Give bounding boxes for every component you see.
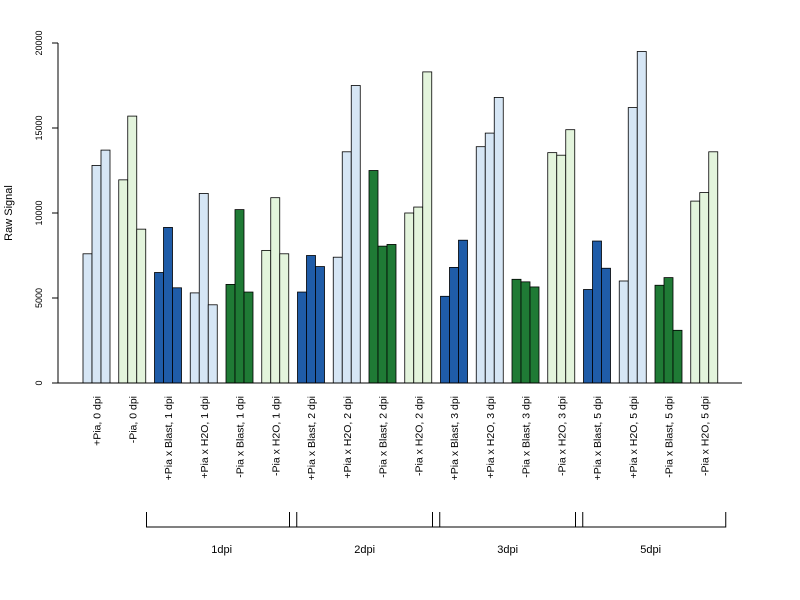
group-label: 2dpi [354,544,375,556]
bar [475,146,486,384]
x-category-label: -Pia x Blast, 1 dpi [235,396,247,478]
bar [127,115,138,384]
y-axis-title: Raw Signal [3,185,15,241]
bar [234,209,245,384]
bar [243,291,254,384]
bar [511,278,522,384]
y-tick-label: 15000 [34,115,44,140]
y-tick-label: 5000 [34,288,44,308]
bar [404,212,415,384]
bar [341,151,352,384]
bar [189,292,200,384]
bar [207,304,218,384]
x-category-label: -Pia x H2O, 3 dpi [556,396,568,476]
bar [672,329,683,384]
bar [225,283,236,384]
bar [386,244,397,384]
x-category-label: -Pia x Blast, 3 dpi [521,396,533,478]
bar [422,71,433,384]
y-axis: 0 5000 10000 15000 20000 [34,30,59,386]
bar [583,289,593,384]
bar [565,129,576,384]
bar [270,197,281,384]
group-bracket [146,512,298,528]
group-bracket [575,512,727,528]
bar [100,149,111,384]
bar [82,253,93,384]
group-bracket [289,512,441,528]
x-category-label: -Pia, 0 dpi [127,396,139,443]
bar [279,253,290,384]
bar [297,291,307,384]
bar [449,266,459,384]
x-category-label: -Pia x Blast, 2 dpi [378,396,390,478]
bar [377,245,388,384]
x-category-label: -Pia x H2O, 2 dpi [413,396,425,476]
bar [368,170,379,384]
bar [458,239,468,384]
bar [547,152,558,384]
bar [484,132,495,384]
bar [690,200,701,384]
bar [520,281,531,384]
bar [493,97,504,384]
group-brackets: 1dpi 2dpi 3dpi 5dpi [146,512,727,556]
bar [198,193,209,384]
y-tick-label: 10000 [34,200,44,225]
bar [136,228,147,384]
bar [118,179,129,384]
x-category-label: -Pia x H2O, 1 dpi [270,396,282,476]
x-category-label: +Pia x Blast, 2 dpi [306,396,318,480]
bar [91,164,102,384]
bar [654,284,665,384]
bar [315,266,325,384]
bar [413,206,424,384]
y-tick-label: 20000 [34,30,44,55]
bar [306,255,316,384]
group-label: 3dpi [497,544,518,556]
group-label: 5dpi [640,544,661,556]
bar [708,151,719,384]
x-category-label: -Pia x Blast, 5 dpi [664,396,676,478]
x-category-label: +Pia x H2O, 1 dpi [199,396,211,479]
bar [332,256,343,384]
bar [154,272,164,384]
bar [529,286,540,384]
group-label: 1dpi [211,544,232,556]
bars [82,51,719,384]
x-category-label: +Pia x Blast, 3 dpi [449,396,461,480]
bar [440,295,450,384]
x-axis: +Pia, 0 dpi -Pia, 0 dpi +Pia x Blast, 1 dp… [58,382,742,480]
bar [350,85,361,384]
x-category-label: +Pia x H2O, 5 dpi [628,396,640,479]
bar [618,280,629,384]
bar [636,51,647,384]
y-tick-label: 0 [34,380,44,385]
bar [261,249,272,384]
x-category-label: +Pia, 0 dpi [92,396,104,446]
bar [663,277,674,384]
bar [601,267,611,384]
x-category-label: +Pia x H2O, 2 dpi [342,396,354,479]
bar [592,240,602,384]
bar [163,227,173,384]
bar [172,287,182,384]
bar [699,192,710,384]
group-bracket [432,512,584,528]
x-category-label: +Pia x Blast, 5 dpi [592,396,604,480]
x-category-label: +Pia x H2O, 3 dpi [485,396,497,479]
bar [627,107,638,384]
x-category-label: -Pia x H2O, 5 dpi [699,396,711,476]
bar [556,154,567,384]
x-category-label: +Pia x Blast, 1 dpi [163,396,175,480]
